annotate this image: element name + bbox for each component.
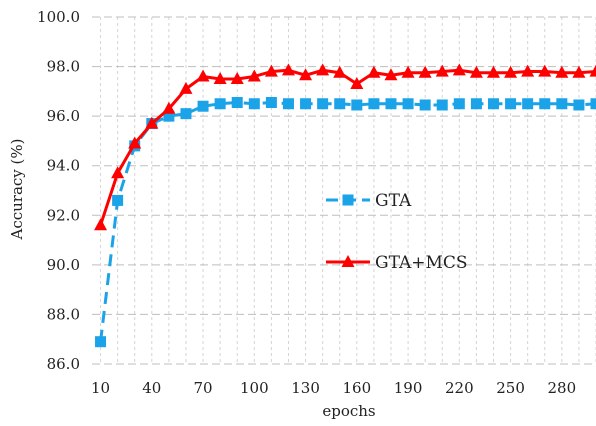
data-point xyxy=(265,97,277,109)
data-point xyxy=(111,166,125,179)
x-tick-label: 130 xyxy=(291,379,320,397)
data-point xyxy=(351,99,363,111)
data-point xyxy=(95,336,107,348)
data-point xyxy=(522,98,534,110)
major-gridlines xyxy=(92,16,596,365)
data-point xyxy=(538,64,552,77)
data-point xyxy=(248,98,260,110)
data-point xyxy=(453,98,465,110)
legend-label: GTA xyxy=(375,191,412,211)
data-point xyxy=(128,136,142,149)
data-point xyxy=(231,97,243,109)
x-tick-label: 160 xyxy=(342,379,371,397)
data-point xyxy=(180,108,192,120)
data-point xyxy=(521,64,535,77)
data-point xyxy=(556,98,568,110)
y-tick-label: 92.0 xyxy=(47,206,80,224)
data-point xyxy=(214,98,226,110)
data-point xyxy=(486,65,500,78)
data-point xyxy=(419,99,431,111)
legend-marker xyxy=(341,255,355,268)
data-point xyxy=(470,98,482,110)
x-tick-label: 220 xyxy=(445,379,474,397)
data-point xyxy=(384,68,398,81)
y-tick-label: 94.0 xyxy=(47,157,80,175)
data-point xyxy=(299,68,313,81)
y-tick-label: 90.0 xyxy=(47,256,80,274)
data-point xyxy=(350,76,364,89)
x-tick-label: 280 xyxy=(548,379,577,397)
data-point xyxy=(555,65,569,78)
y-tick-label: 86.0 xyxy=(47,355,80,373)
data-point xyxy=(385,98,397,110)
data-point xyxy=(163,110,175,122)
legend-item: GTA xyxy=(326,191,412,211)
x-tick-label: 100 xyxy=(240,379,269,397)
data-point xyxy=(435,64,449,77)
minor-gridlines xyxy=(100,17,596,364)
data-point xyxy=(300,98,312,110)
legend-item: GTA+MCS xyxy=(326,253,468,273)
data-point xyxy=(401,65,415,78)
data-point xyxy=(367,65,381,78)
data-point xyxy=(589,64,596,77)
data-point xyxy=(368,98,380,110)
data-point xyxy=(590,98,596,110)
x-tick-label: 40 xyxy=(142,379,161,397)
data-point xyxy=(505,98,517,110)
y-tick-label: 88.0 xyxy=(47,305,80,323)
y-tick-label: 96.0 xyxy=(47,107,80,125)
data-point xyxy=(197,100,209,112)
series-layer xyxy=(94,63,596,348)
data-point xyxy=(487,98,499,110)
legend-marker xyxy=(342,194,354,206)
data-point xyxy=(402,98,414,110)
series-gta-mcs xyxy=(94,63,596,231)
x-tick-labels: 10 40 70 100 130 160 190 220 250 280 xyxy=(91,379,576,397)
data-point xyxy=(112,194,124,206)
data-point xyxy=(94,218,108,231)
x-tick-label: 70 xyxy=(194,379,213,397)
data-point xyxy=(179,81,193,94)
data-point xyxy=(213,72,227,85)
y-tick-labels: 86.0 88.0 90.0 92.0 94.0 96.0 98.0 100.0 xyxy=(37,8,80,373)
data-point xyxy=(572,65,586,78)
x-tick-label: 10 xyxy=(91,379,110,397)
legend: GTA GTA+MCS xyxy=(326,191,468,273)
y-tick-label: 100.0 xyxy=(37,8,80,26)
data-point xyxy=(230,72,244,85)
data-point xyxy=(452,63,466,76)
data-point xyxy=(539,98,551,110)
data-point xyxy=(247,69,261,82)
legend-label: GTA+MCS xyxy=(375,253,468,273)
data-point xyxy=(145,116,159,129)
y-axis-title: Accuracy (%) xyxy=(8,138,26,240)
data-point xyxy=(418,65,432,78)
x-axis-title: epochs xyxy=(322,402,375,420)
data-point xyxy=(162,101,176,114)
data-point xyxy=(281,63,295,76)
y-tick-label: 98.0 xyxy=(47,58,80,76)
data-point xyxy=(469,65,483,78)
data-point xyxy=(317,98,329,110)
data-point xyxy=(504,65,518,78)
data-point xyxy=(196,69,210,82)
data-point xyxy=(573,99,585,111)
data-point xyxy=(264,64,278,77)
data-point xyxy=(282,98,294,110)
x-tick-label: 190 xyxy=(394,379,423,397)
data-point xyxy=(436,99,448,111)
data-point xyxy=(316,63,330,76)
data-point xyxy=(333,65,347,78)
x-tick-label: 250 xyxy=(496,379,525,397)
data-point xyxy=(334,98,346,110)
